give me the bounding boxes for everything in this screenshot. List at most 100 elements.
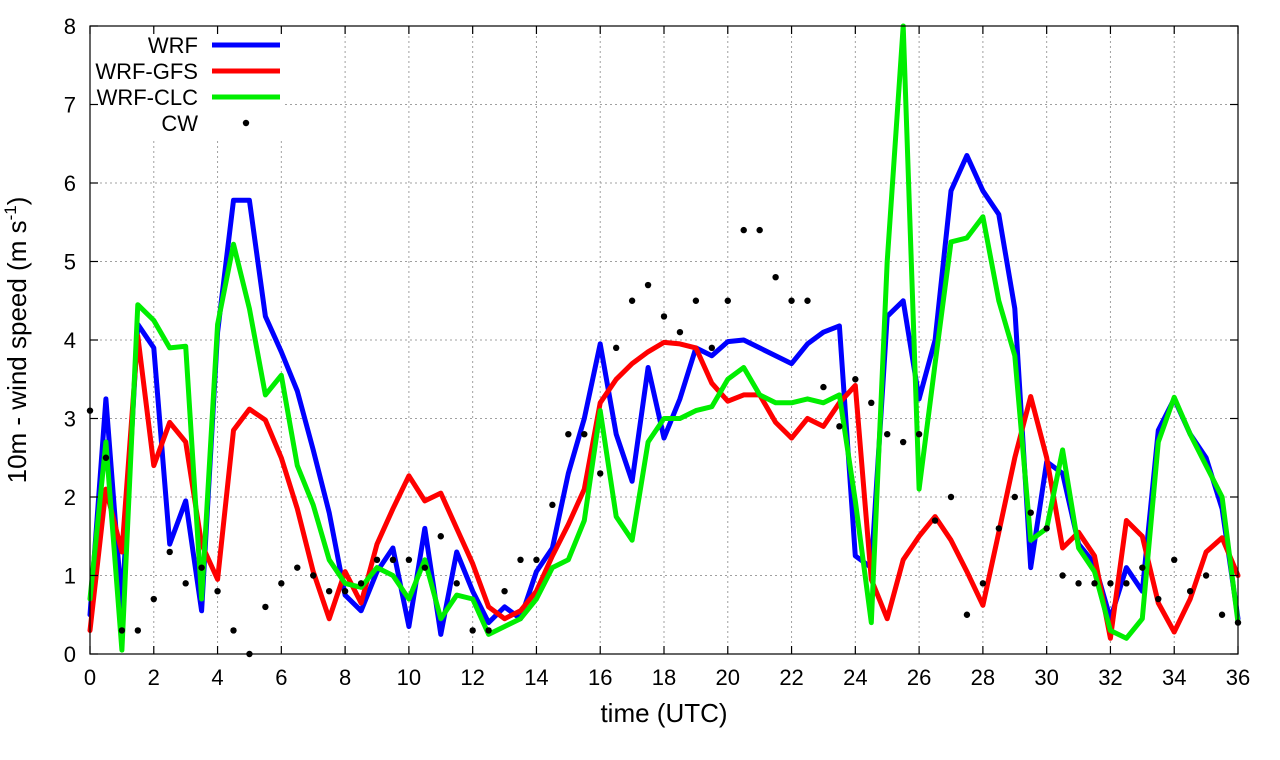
data-point-cw [517,556,524,563]
data-point-cw [262,603,269,611]
data-point-cw [102,454,110,461]
y-tick-label: 8 [64,14,76,39]
data-point-cw [692,297,700,304]
data-point-cw [804,297,811,304]
data-point-cw [756,226,763,234]
x-tick-label: 32 [1098,665,1122,690]
y-tick-label: 1 [64,564,76,589]
data-point-cw [485,627,492,634]
x-tick-label: 28 [971,665,995,690]
x-tick-label: 36 [1226,665,1250,690]
data-point-cw [1075,580,1082,587]
x-tick-label: 24 [843,665,867,690]
data-point-cw [947,493,955,501]
x-tick-label: 20 [716,665,740,690]
y-tick-label: 6 [64,171,76,196]
data-point-cw [1011,493,1018,501]
data-point-cw [1218,611,1226,618]
data-point-cw [1027,509,1034,516]
series-line-wrf-gfs [87,333,1241,641]
data-point-cw [884,431,891,438]
y-axis-title-main: 10m - wind speed (m s [2,220,32,483]
x-tick-label: 4 [211,665,223,690]
data-point-cw [134,627,142,634]
data-point-cw [708,344,716,352]
ticks [89,25,1239,655]
x-tick-label: 26 [907,665,931,690]
x-tick-label: 18 [652,665,676,690]
y-tick-label: 3 [64,407,76,432]
x-tick-label: 14 [524,665,548,690]
legend-label-wrf-clc: WRF-CLC [97,85,199,110]
y-axis-title: 10m - wind speed (m s-1) [1,197,32,484]
data-point-cw [660,313,668,320]
data-point-cw [788,297,795,304]
x-tick-label: 30 [1034,665,1058,690]
data-point-cw [1139,564,1146,571]
data-point-cw [1059,572,1066,579]
y-tick-label: 5 [64,250,76,275]
data-point-cw [118,627,126,634]
data-point-cw [405,556,413,563]
data-point-cw [899,438,907,446]
data-point-cw [453,580,460,587]
y-axis-title-end: ) [2,197,32,206]
series-cw [86,226,1242,658]
data-point-cw [1091,580,1098,587]
y-tick-label: 7 [64,93,76,118]
data-point-cw [995,525,1003,532]
data-point-cw [150,595,157,603]
data-point-cw [724,297,731,304]
data-point-cw [357,580,365,587]
data-point-cw [1043,525,1050,532]
y-tick-label: 4 [64,328,76,353]
data-point-cw [676,328,684,336]
y-tick-label: 0 [64,642,76,667]
series-layer [86,23,1242,658]
data-point-cw [198,564,205,571]
data-point-cw [325,588,333,595]
data-point-cw [628,297,636,304]
data-point-cw [963,611,971,618]
data-point-cw [1171,556,1178,563]
data-point-cw [740,226,747,234]
x-tick-label: 12 [460,665,484,690]
data-point-cw [421,564,429,571]
data-point-cw [182,580,189,587]
data-point-cw [278,580,285,587]
x-tick-label: 22 [779,665,803,690]
y-tick-label: 2 [64,485,76,510]
data-point-cw [979,580,987,587]
data-point-cw [612,344,620,352]
data-point-cw [1107,580,1114,587]
data-point-cw [469,627,476,634]
legend-label-cw: CW [161,111,198,136]
data-point-cw [549,501,556,509]
data-point-cw [1155,595,1162,603]
data-point-cw [836,423,843,430]
data-point-cw [437,533,444,540]
data-point-cw [868,399,875,406]
x-tick-label: 16 [588,665,612,690]
x-tick-label: 2 [148,665,160,690]
data-point-cw [373,556,381,563]
x-tick-label: 6 [275,665,287,690]
x-tick-label: 8 [339,665,351,690]
data-point-cw [581,431,588,438]
data-point-cw [230,627,237,634]
data-point-cw [1202,572,1210,579]
data-point-cw [533,556,540,563]
data-point-cw [597,470,604,477]
x-tick-label: 10 [397,665,421,690]
x-tick-label: 0 [84,665,96,690]
data-point-cw [389,556,397,563]
data-point-cw [772,274,779,281]
legend-label-wrf: WRF [148,33,198,58]
data-point-cw [166,548,173,556]
data-point-cw [294,564,301,571]
data-point-cw [501,588,508,595]
tick-labels: 0 2 4 6 8 10 12 14 16 18 20 22 24 26 28 30 32 34 360123456… [64,14,1250,690]
data-point-cw [214,588,221,595]
data-point-cw [1123,580,1130,587]
